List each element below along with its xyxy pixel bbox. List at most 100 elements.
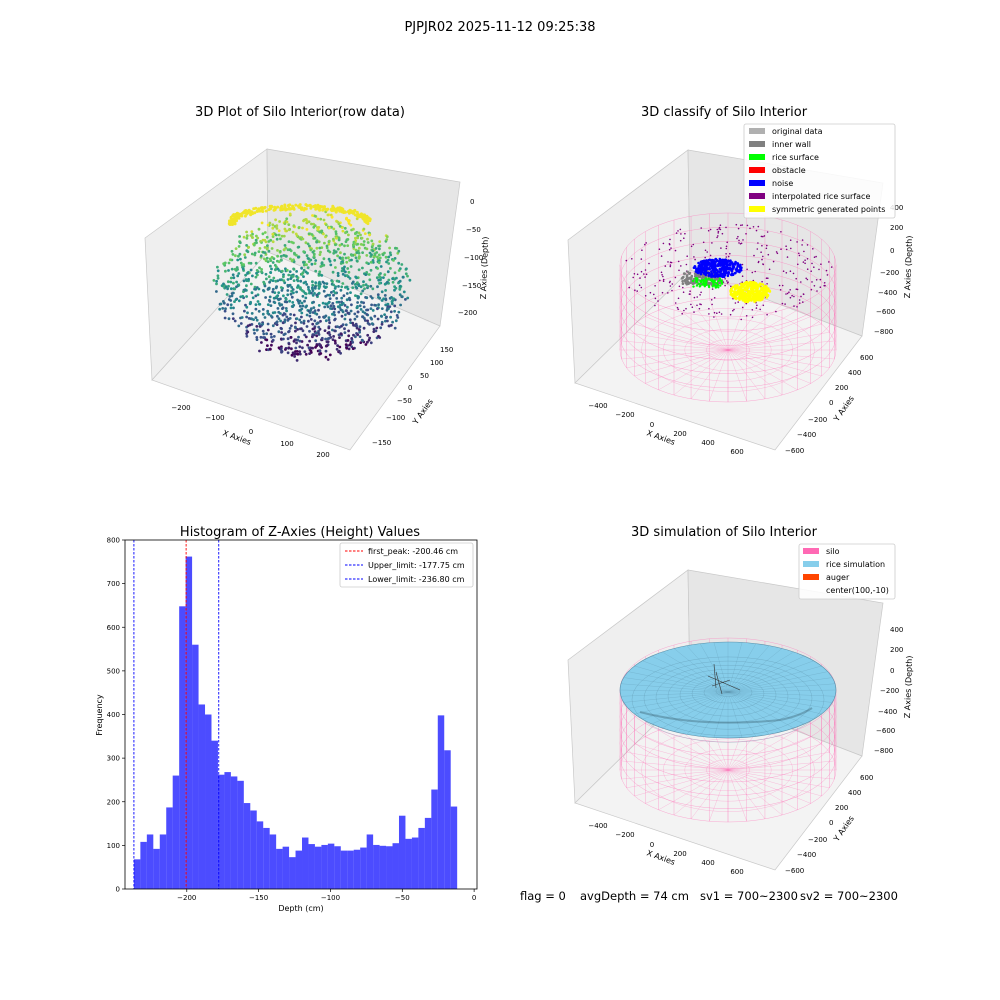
classify-point-rice bbox=[707, 277, 710, 280]
classify-point-noise bbox=[730, 273, 733, 277]
raw-point bbox=[396, 251, 400, 255]
histogram-bar bbox=[146, 834, 154, 889]
classify-point-interpolated bbox=[640, 270, 643, 273]
raw-point bbox=[237, 245, 241, 248]
classify-point-wall bbox=[686, 278, 689, 282]
classify-point-interpolated bbox=[693, 256, 695, 258]
raw-xtick: −100 bbox=[205, 414, 224, 422]
classify-point-interpolated bbox=[804, 262, 806, 265]
classify-point-interpolated bbox=[775, 251, 778, 253]
classify-point-wall bbox=[687, 272, 691, 275]
classify-point-interpolated bbox=[696, 304, 698, 307]
classify-point-interpolated bbox=[742, 239, 744, 241]
simulation-rice-mesh-spoke bbox=[727, 642, 743, 693]
classify-point-interpolated bbox=[815, 255, 817, 258]
legend-swatch-symmetric-generated-points bbox=[749, 206, 765, 212]
classify-point-interpolated bbox=[802, 293, 805, 296]
classify-point-interpolated bbox=[780, 231, 782, 233]
raw-point bbox=[308, 352, 311, 355]
simulation-rice-mesh-spoke bbox=[662, 651, 729, 693]
classify-point-interpolated bbox=[659, 279, 661, 282]
raw-point bbox=[382, 276, 385, 279]
raw-point bbox=[298, 318, 302, 322]
raw-point bbox=[324, 355, 328, 359]
raw-point bbox=[368, 278, 372, 282]
raw-point bbox=[362, 326, 366, 330]
raw-point bbox=[295, 234, 299, 238]
simulation-rice-mesh-spoke bbox=[619, 689, 729, 693]
raw-point bbox=[298, 304, 302, 308]
raw-point bbox=[311, 214, 314, 217]
classify-silo-floor-ring bbox=[641, 308, 815, 392]
classify-point-interpolated bbox=[718, 228, 720, 230]
raw-point bbox=[230, 249, 234, 253]
histogram-xtick-label: −150 bbox=[249, 894, 268, 902]
raw-point bbox=[257, 207, 261, 211]
legend-label-inner-wall: inner wall bbox=[772, 140, 811, 149]
raw-point bbox=[361, 289, 365, 293]
raw-point bbox=[358, 325, 362, 329]
raw-point bbox=[290, 347, 293, 351]
raw-point bbox=[233, 319, 237, 323]
raw-point bbox=[375, 251, 379, 254]
raw-point bbox=[314, 281, 318, 285]
panel-histogram: Histogram of Z-Axies (Height) Values 010… bbox=[95, 525, 478, 913]
raw-point bbox=[330, 207, 334, 211]
raw-point bbox=[263, 316, 267, 319]
raw-point bbox=[372, 327, 376, 331]
classify-point-noise bbox=[739, 268, 742, 272]
raw-point bbox=[270, 247, 274, 250]
raw-point bbox=[377, 303, 380, 307]
raw-point bbox=[352, 227, 355, 231]
histogram-bar bbox=[256, 821, 264, 889]
raw-point bbox=[350, 211, 354, 214]
histogram-ytick-label: 200 bbox=[107, 798, 120, 806]
classify-point-symmetric bbox=[755, 284, 759, 287]
raw-point bbox=[370, 239, 374, 243]
raw-point bbox=[353, 283, 357, 286]
classify-point-interpolated bbox=[704, 256, 706, 259]
histogram-bar bbox=[411, 837, 419, 889]
classify-point-noise bbox=[710, 263, 713, 266]
classify-point-symmetric bbox=[750, 289, 753, 293]
raw-point bbox=[366, 284, 370, 288]
raw-point bbox=[360, 300, 363, 304]
raw-point bbox=[313, 292, 316, 295]
raw-point bbox=[385, 260, 388, 264]
simulation-silo-floor-ring bbox=[706, 759, 750, 781]
raw-point bbox=[305, 228, 309, 231]
classify-point-interpolated bbox=[720, 313, 723, 315]
classify-point-interpolated bbox=[670, 247, 672, 249]
raw-point bbox=[363, 287, 366, 291]
simulation-silo-floor-spoke bbox=[634, 743, 729, 771]
raw-point bbox=[325, 244, 329, 248]
raw-point bbox=[345, 292, 349, 295]
legend-swatch-original-data bbox=[749, 128, 765, 134]
raw-zlabel: Z Axies (Depth) bbox=[479, 236, 490, 299]
raw-point bbox=[305, 263, 308, 267]
classify-point-rice bbox=[695, 279, 698, 283]
classify-point-rice bbox=[718, 277, 722, 280]
classify-point-interpolated bbox=[804, 259, 806, 262]
raw-point bbox=[365, 271, 369, 274]
classify-point-interpolated bbox=[732, 309, 734, 312]
classify-point-interpolated bbox=[649, 291, 652, 294]
raw-point bbox=[292, 339, 296, 343]
simulation-rice-mesh-spoke bbox=[727, 691, 783, 732]
classify-point-interpolated bbox=[664, 265, 667, 267]
classify-ytick: −600 bbox=[785, 447, 804, 455]
classify-silo-floor-spoke bbox=[634, 349, 729, 377]
raw-point bbox=[370, 322, 374, 326]
histogram-bar bbox=[192, 644, 199, 889]
raw-point bbox=[344, 323, 348, 327]
raw-point bbox=[291, 288, 295, 291]
classify-point-noise bbox=[696, 267, 700, 271]
raw-point bbox=[317, 331, 320, 335]
classify-point-noise bbox=[732, 265, 736, 269]
raw-point bbox=[356, 236, 360, 240]
raw-point bbox=[330, 291, 333, 294]
classify-silo-floor-spoke bbox=[727, 349, 835, 360]
raw-point bbox=[252, 328, 256, 332]
simulation-rice-mesh-spoke bbox=[686, 645, 729, 693]
raw-point bbox=[278, 220, 281, 223]
